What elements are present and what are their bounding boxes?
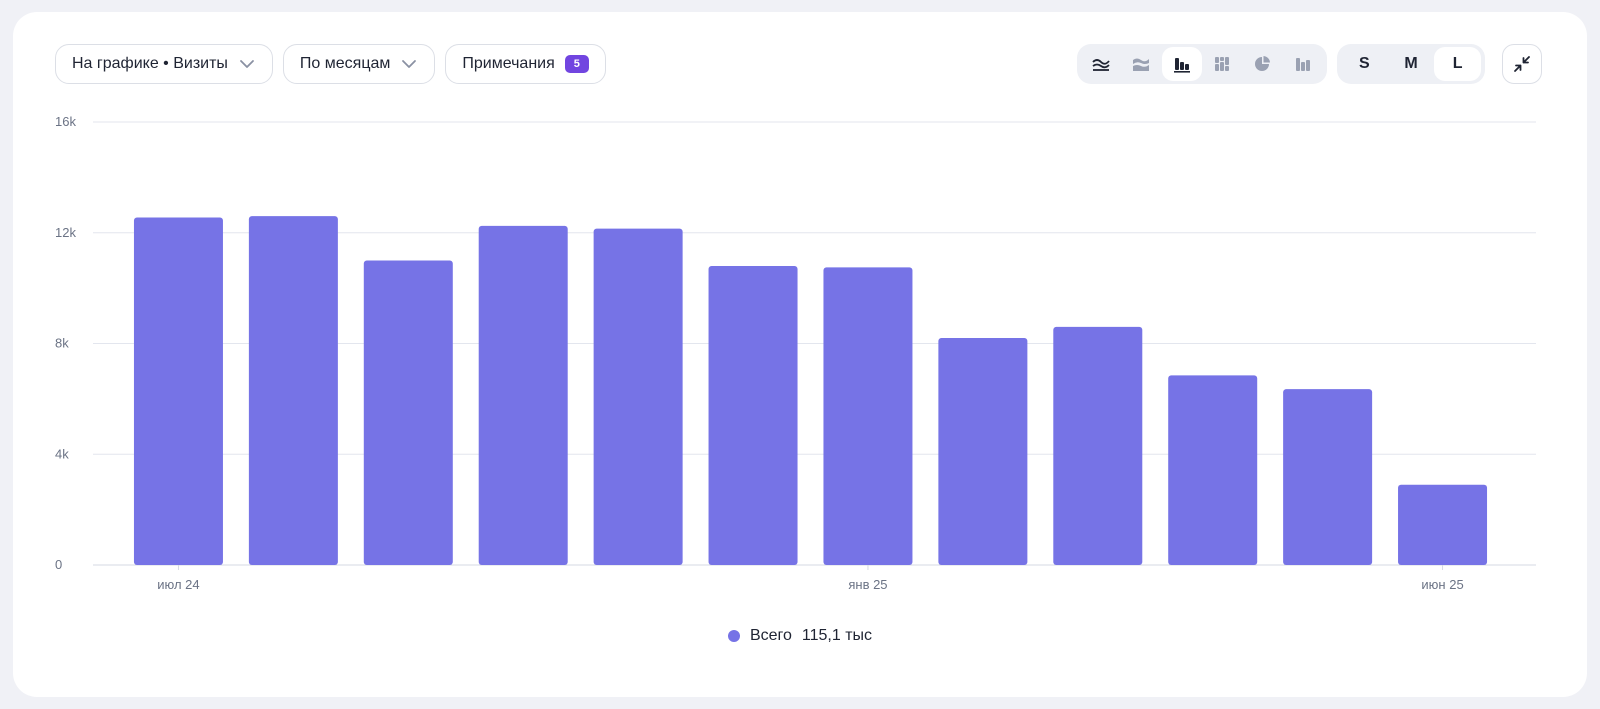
chevron-down-icon: [402, 60, 417, 68]
chart-type-column[interactable]: [1283, 47, 1323, 81]
chart-card: На графике • Визиты По месяцам Примечани…: [13, 12, 1587, 697]
y-tick-label: 12k: [55, 225, 76, 240]
y-tick-label: 16k: [55, 114, 76, 129]
period-dropdown-label: По месяцам: [299, 55, 391, 72]
size-s-option[interactable]: S: [1359, 55, 1370, 72]
chart-toolbar: На графике • Визиты По месяцам Примечани…: [55, 44, 606, 84]
area-chart-icon: [1133, 58, 1150, 71]
pie-chart-icon: [1255, 56, 1271, 71]
column-chart-icon: [1295, 58, 1310, 71]
chart-type-pie[interactable]: [1242, 47, 1282, 81]
legend-total: 115,1 тыс: [801, 627, 873, 644]
bar-chart: 0 4k 8k 12k 16k июл 24 янв 25 июн 25: [55, 114, 1536, 592]
bar[interactable]: [938, 337, 1028, 565]
bar[interactable]: [133, 217, 223, 565]
metric-dropdown[interactable]: На графике • Визиты: [55, 44, 273, 84]
y-tick-label: 4k: [55, 446, 69, 461]
bar[interactable]: [1398, 484, 1488, 565]
chevron-down-icon: [240, 60, 254, 68]
bar[interactable]: [593, 228, 683, 566]
bar[interactable]: [478, 225, 568, 565]
y-tick-label: 8k: [55, 336, 69, 351]
legend-marker: [727, 630, 740, 642]
chart-size-switcher: S M L: [1337, 44, 1485, 84]
legend-label: Всего: [749, 627, 792, 644]
size-l-option[interactable]: L: [1434, 47, 1482, 81]
bar[interactable]: [1053, 326, 1143, 565]
bar[interactable]: [823, 267, 913, 565]
notes-count-badge: 5: [564, 55, 589, 73]
bar[interactable]: [1283, 389, 1373, 565]
metric-dropdown-label: На графике • Визиты: [72, 55, 228, 72]
chart-type-area[interactable]: [1121, 47, 1161, 81]
chart-bars: [133, 216, 1488, 566]
bar[interactable]: [1168, 375, 1258, 565]
bar-chart-icon: [1173, 58, 1190, 73]
chart-legend[interactable]: Всего 115,1 тыс: [13, 627, 1587, 645]
chart-type-switcher: [1077, 44, 1327, 84]
y-tick-label: 0: [55, 557, 62, 572]
bar[interactable]: [363, 260, 453, 565]
x-tick-label: июн 25: [1421, 577, 1463, 592]
chart-type-stacked-bar[interactable]: [1202, 47, 1242, 81]
notes-button-label: Примечания: [462, 55, 555, 72]
collapse-icon: [1514, 56, 1530, 72]
collapse-button[interactable]: [1502, 44, 1542, 84]
chart-labels: 0 4k 8k 12k 16k июл 24 янв 25 июн 25: [55, 114, 1464, 592]
stacked-bar-icon: [1215, 57, 1230, 71]
period-dropdown[interactable]: По месяцам: [282, 44, 436, 84]
chart-type-bar[interactable]: [1161, 47, 1202, 81]
bar[interactable]: [248, 216, 338, 565]
chart-type-line[interactable]: [1081, 47, 1121, 81]
bar[interactable]: [708, 265, 798, 565]
line-chart-icon: [1092, 59, 1110, 71]
x-tick-label: июл 24: [157, 577, 199, 592]
notes-button[interactable]: Примечания 5: [445, 44, 606, 84]
size-m-option[interactable]: M: [1404, 55, 1418, 72]
x-tick-label: янв 25: [848, 577, 887, 592]
